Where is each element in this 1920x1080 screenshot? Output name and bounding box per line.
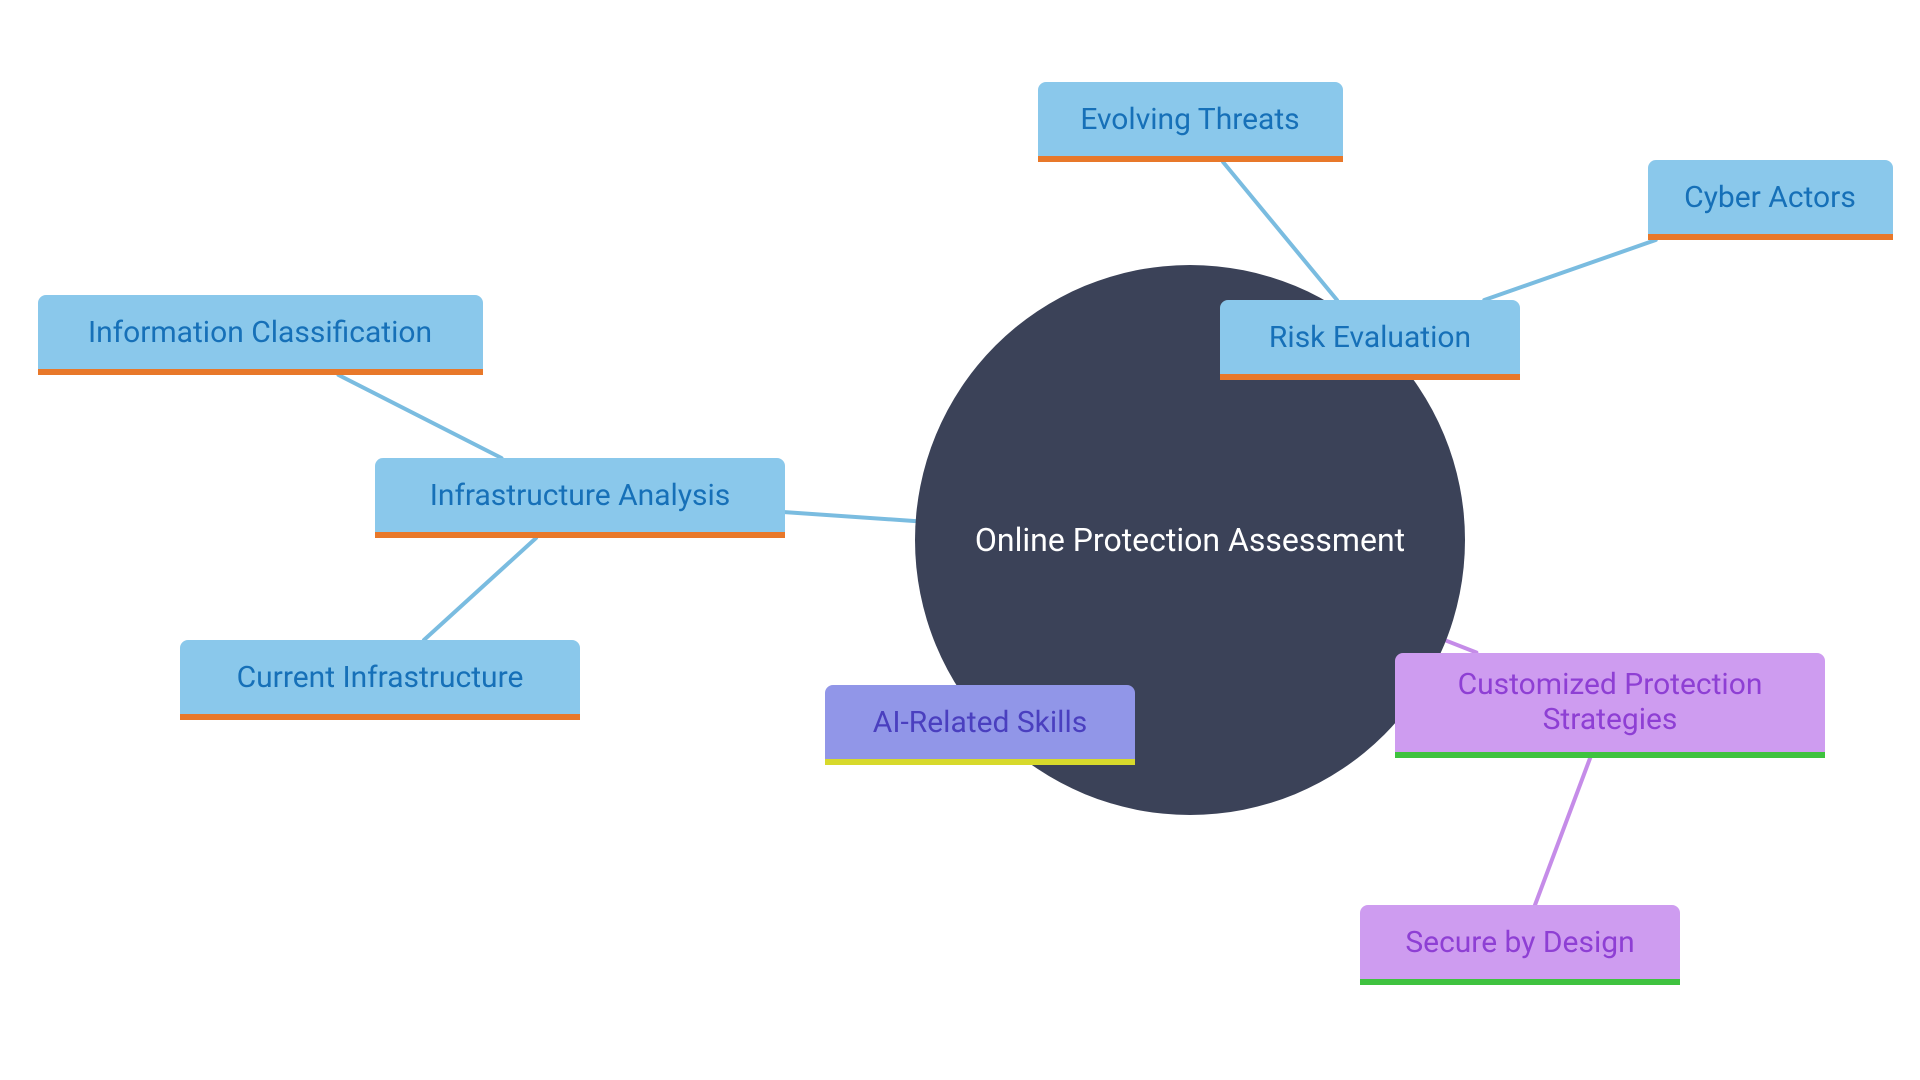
node-label: Customized Protection Strategies bbox=[1423, 667, 1797, 737]
edge bbox=[785, 512, 916, 521]
edge bbox=[339, 375, 502, 458]
node-infra-analysis: Infrastructure Analysis bbox=[375, 458, 785, 538]
mindmap-canvas: Online Protection Assessment Information … bbox=[0, 0, 1920, 1080]
node-ai-skills: AI-Related Skills bbox=[825, 685, 1135, 765]
node-label: Evolving Threats bbox=[1080, 102, 1299, 137]
node-label: AI-Related Skills bbox=[873, 705, 1088, 740]
node-info-class: Information Classification bbox=[38, 295, 483, 375]
node-current-infra: Current Infrastructure bbox=[180, 640, 580, 720]
node-cyber-actors: Cyber Actors bbox=[1648, 160, 1893, 240]
edge bbox=[1446, 641, 1476, 653]
edge bbox=[424, 538, 536, 640]
node-label: Current Infrastructure bbox=[237, 660, 524, 695]
node-label: Infrastructure Analysis bbox=[430, 478, 731, 513]
node-label: Information Classification bbox=[88, 315, 432, 350]
node-label: Cyber Actors bbox=[1684, 180, 1856, 215]
node-secure-design: Secure by Design bbox=[1360, 905, 1680, 985]
node-evolving-threats: Evolving Threats bbox=[1038, 82, 1343, 162]
edge bbox=[1484, 240, 1655, 300]
node-custom-protect: Customized Protection Strategies bbox=[1395, 653, 1825, 758]
node-risk-eval: Risk Evaluation bbox=[1220, 300, 1520, 380]
edge bbox=[1535, 758, 1590, 906]
node-label: Risk Evaluation bbox=[1269, 320, 1471, 355]
center-label: Online Protection Assessment bbox=[975, 521, 1405, 559]
node-label: Secure by Design bbox=[1405, 925, 1634, 960]
